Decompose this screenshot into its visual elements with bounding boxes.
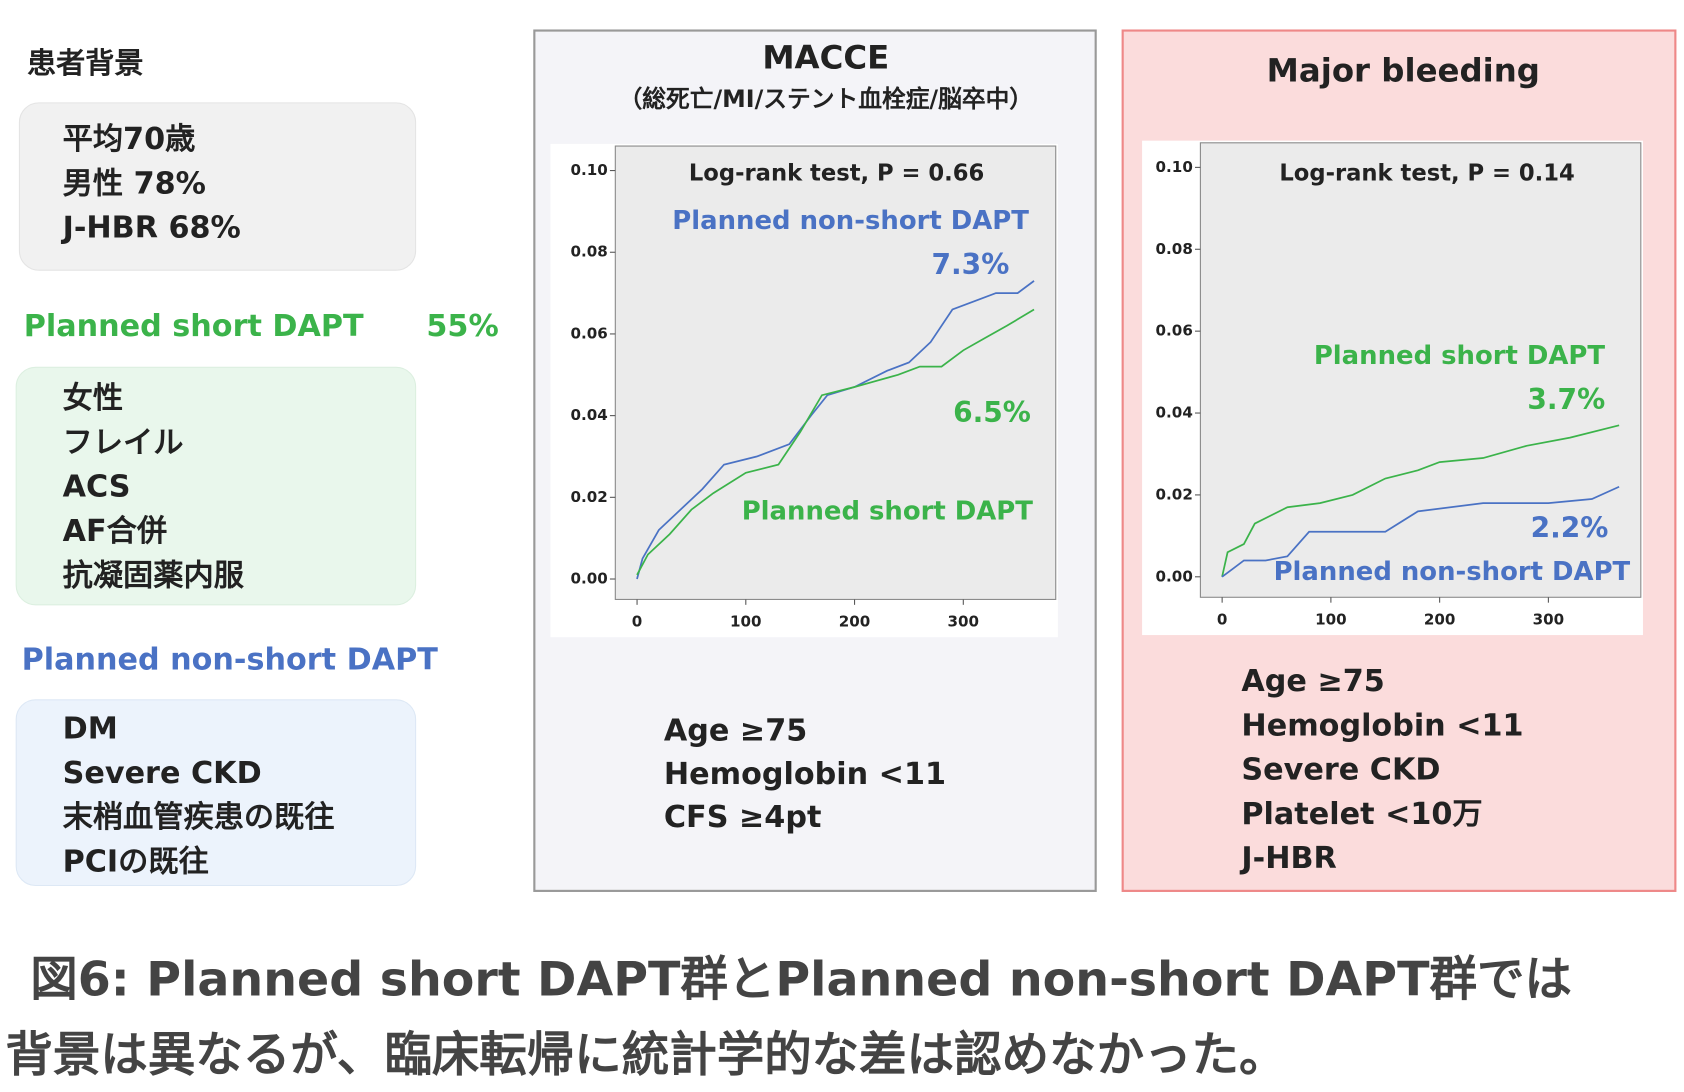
list-item: DM xyxy=(63,712,118,747)
x-tick-label: 200 xyxy=(839,613,871,631)
series-label: Planned short DAPT xyxy=(742,496,1034,526)
y-tick-label: 0.06 xyxy=(570,324,607,342)
y-tick-label: 0.10 xyxy=(570,161,607,179)
series-label: Planned short DAPT xyxy=(1314,341,1606,371)
list-item: フレイル xyxy=(63,425,184,460)
x-tick-label: 300 xyxy=(948,613,980,631)
series-label: Planned non-short DAPT xyxy=(1274,557,1631,587)
y-tick-label: 0.02 xyxy=(570,488,607,506)
km-curve xyxy=(1221,485,1620,578)
list-item: PCIの既往 xyxy=(63,844,209,879)
km-curve xyxy=(636,308,1035,576)
list-item: 男性 78% xyxy=(63,166,206,201)
plot-frame xyxy=(1199,142,1642,598)
list-item: Severe CKD xyxy=(1241,753,1440,788)
final-label: 6.5% xyxy=(953,396,1031,429)
left-title: 患者背景 xyxy=(27,46,144,80)
short-box xyxy=(15,366,417,606)
plot-frame xyxy=(614,145,1057,600)
list-item: Age ≥75 xyxy=(1241,664,1384,699)
list-item: 平均70歳 xyxy=(63,122,196,157)
x-tick-label: 100 xyxy=(1315,610,1347,628)
list-item: AF合併 xyxy=(63,514,167,549)
x-tick-label: 0 xyxy=(632,613,643,631)
list-item: 女性 xyxy=(63,380,123,416)
x-tick-label: 200 xyxy=(1424,610,1456,628)
list-item: Hemoglobin <11 xyxy=(664,757,946,792)
list-item: ACS xyxy=(63,470,131,505)
series-label: Planned non-short DAPT xyxy=(672,206,1029,236)
background-box xyxy=(18,102,417,271)
list-item: Platelet <10万 xyxy=(1241,797,1482,832)
y-tick-label: 0.04 xyxy=(1156,404,1193,422)
x-tick-label: 300 xyxy=(1533,610,1565,628)
caption: 背景は異なるが、臨床転帰に統計学的な差は認めなかった。 xyxy=(5,1028,1286,1083)
y-tick-label: 0.04 xyxy=(570,406,607,424)
km-curve xyxy=(1221,424,1620,577)
final-label: 2.2% xyxy=(1531,511,1609,544)
final-label: 7.3% xyxy=(932,248,1010,281)
list-item: Age ≥75 xyxy=(664,714,807,749)
x-tick-label: 100 xyxy=(730,613,762,631)
list-item: 抗凝固薬内服 xyxy=(63,557,245,593)
nonshort-box xyxy=(15,699,417,887)
chart-title: MACCE xyxy=(762,39,889,77)
y-tick-label: 0.00 xyxy=(1156,567,1193,585)
km-curve xyxy=(636,280,1035,580)
final-label: 3.7% xyxy=(1527,383,1605,416)
y-tick-label: 0.10 xyxy=(1156,158,1193,176)
annotation: Log-rank test, P = 0.66 xyxy=(689,161,984,187)
annotation: Log-rank test, P = 0.14 xyxy=(1279,161,1574,187)
chart-subtitle: （総死亡/MI/ステント血栓症/脳卒中） xyxy=(619,85,1033,113)
y-tick-label: 0.08 xyxy=(570,243,607,261)
list-item: J-HBR 68% xyxy=(61,211,241,246)
y-tick-label: 0.08 xyxy=(1156,240,1193,258)
list-item: J-HBR xyxy=(1239,841,1336,876)
caption: 図6: Planned short DAPT群とPlanned non-shor… xyxy=(30,953,1572,1008)
list-item: 末梢血管疾患の既往 xyxy=(63,800,335,835)
y-tick-label: 0.00 xyxy=(570,570,607,588)
group-title: Planned short DAPT xyxy=(24,309,364,344)
list-item: CFS ≥4pt xyxy=(664,800,822,835)
chart-title: Major bleeding xyxy=(1267,52,1540,90)
x-tick-label: 0 xyxy=(1217,610,1228,628)
group-share: 55% xyxy=(426,309,498,344)
y-tick-label: 0.06 xyxy=(1156,322,1193,340)
group-title: Planned non-short DAPT xyxy=(22,642,439,677)
list-item: Hemoglobin <11 xyxy=(1241,708,1523,743)
y-tick-label: 0.02 xyxy=(1156,485,1193,503)
list-item: Severe CKD xyxy=(63,756,262,791)
